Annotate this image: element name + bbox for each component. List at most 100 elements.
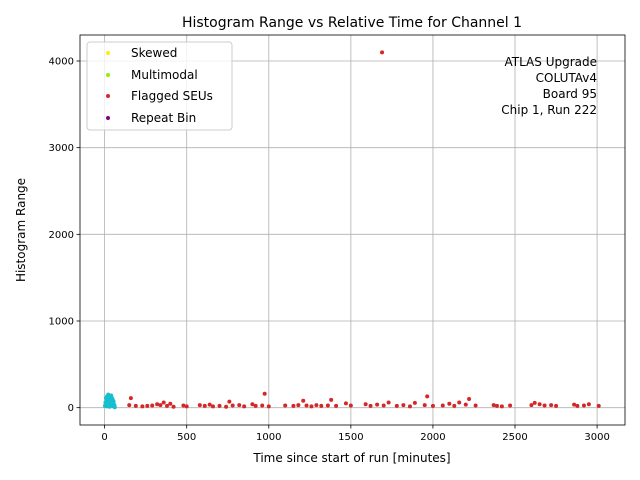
- x-tick-label: 500: [177, 432, 196, 443]
- point-flagged-seus: [150, 403, 155, 408]
- data-points: [102, 50, 601, 410]
- point-flagged-seus: [165, 403, 170, 408]
- point-flagged-seus: [309, 404, 314, 409]
- point-flagged-seus: [368, 403, 373, 408]
- point-flagged-seus: [319, 403, 324, 408]
- legend-marker-multimodal: [106, 73, 110, 77]
- point-flagged-seus: [314, 403, 319, 408]
- legend-box: [86, 41, 233, 131]
- point-flagged-seus: [537, 402, 542, 407]
- point-flagged-seus: [283, 403, 288, 408]
- y-tick-label: 3000: [49, 143, 74, 154]
- point-flagged-seus: [430, 403, 435, 408]
- point-flagged-seus: [329, 397, 334, 402]
- point-flagged-seus: [452, 403, 457, 408]
- point-flagged-seus: [412, 400, 417, 405]
- point-flagged-seus: [237, 403, 242, 408]
- point-flagged-seus: [572, 402, 577, 407]
- point-flagged-seus: [217, 403, 222, 408]
- point-flagged-seus: [348, 403, 353, 408]
- y-axis-label: Histogram Range: [14, 178, 28, 282]
- point-flagged-seus: [422, 403, 427, 408]
- point-flagged-seus: [202, 403, 207, 408]
- point-flagged-seus: [250, 402, 255, 407]
- point-flagged-seus: [253, 403, 258, 408]
- point-flagged-seus: [291, 403, 296, 408]
- point-flagged-seus: [171, 404, 176, 409]
- point-flagged-seus: [447, 401, 452, 406]
- plot-frame: [79, 34, 626, 426]
- point-flagged-seus: [401, 403, 406, 408]
- point-flagged-seus: [499, 404, 504, 409]
- annotation-line-1: ATLAS Upgrade: [504, 55, 597, 69]
- point-flagged-seus: [140, 404, 145, 409]
- x-tick-label: 3000: [584, 432, 609, 443]
- point-flagged-seus: [262, 391, 267, 396]
- point-flagged-seus: [386, 400, 391, 405]
- point-flagged-seus: [407, 404, 412, 409]
- point-unlabeled: [111, 404, 116, 409]
- point-flagged-seus: [363, 402, 368, 407]
- point-unlabeled: [111, 399, 116, 404]
- point-flagged-seus: [596, 403, 601, 408]
- y-tick-label: 0: [68, 403, 74, 414]
- point-flagged-seus: [457, 400, 462, 405]
- point-flagged-seus: [168, 401, 173, 406]
- point-flagged-seus: [184, 404, 189, 409]
- point-flagged-seus: [145, 403, 150, 408]
- legend-marker-skewed: [106, 51, 110, 55]
- legend-label-skewed: Skewed: [131, 46, 177, 60]
- y-tick-label: 1000: [49, 317, 74, 328]
- x-tick-label: 1500: [338, 432, 363, 443]
- point-flagged-seus: [425, 394, 430, 399]
- point-flagged-seus: [128, 396, 133, 401]
- legend-label-repeat-bin: Repeat Bin: [131, 111, 196, 125]
- x-tick-label: 2500: [502, 432, 527, 443]
- point-flagged-seus: [491, 403, 496, 408]
- point-flagged-seus: [325, 403, 330, 408]
- point-flagged-seus: [304, 403, 309, 408]
- point-flagged-seus: [296, 403, 301, 408]
- point-flagged-seus: [394, 403, 399, 408]
- x-tick-label: 0: [101, 432, 107, 443]
- point-flagged-seus: [586, 402, 591, 407]
- point-flagged-seus: [343, 401, 348, 406]
- point-flagged-seus: [260, 403, 265, 408]
- point-flagged-seus: [334, 403, 339, 408]
- x-tick-label: 1000: [256, 432, 281, 443]
- annotation-line-3: Board 95: [543, 87, 597, 101]
- point-flagged-seus: [542, 403, 547, 408]
- x-tick-label: 2000: [420, 432, 445, 443]
- chart-title: Histogram Range vs Relative Time for Cha…: [182, 15, 522, 31]
- point-flagged-seus: [581, 403, 586, 408]
- point-flagged-seus: [575, 403, 580, 408]
- annotation-line-2: COLUTAv4: [536, 71, 597, 85]
- point-flagged-seus: [529, 403, 534, 408]
- point-flagged-seus: [181, 403, 186, 408]
- x-axis-ticks: 0 500 1000 1500 2000 2500 3000: [101, 425, 610, 443]
- point-flagged-seus: [380, 50, 385, 55]
- y-axis-ticks: 0 1000 2000 3000 4000: [49, 57, 80, 414]
- run-annotation: ATLAS Upgrade COLUTAv4 Board 95 Chip 1, …: [501, 55, 597, 117]
- point-flagged-seus: [508, 403, 513, 408]
- annotation-line-4: Chip 1, Run 222: [501, 103, 597, 117]
- legend-label-flagged-seus: Flagged SEUs: [131, 89, 213, 103]
- point-flagged-seus: [242, 404, 247, 409]
- point-flagged-seus: [266, 404, 271, 409]
- point-flagged-seus: [440, 403, 445, 408]
- point-flagged-seus: [133, 403, 138, 408]
- y-tick-label: 4000: [49, 57, 74, 68]
- point-flagged-seus: [161, 400, 166, 405]
- point-flagged-seus: [155, 402, 160, 407]
- point-flagged-seus: [375, 402, 380, 407]
- y-tick-label: 2000: [49, 230, 74, 241]
- point-flagged-seus: [158, 403, 163, 408]
- point-flagged-seus: [473, 403, 478, 408]
- point-flagged-seus: [210, 404, 215, 409]
- x-axis-label: Time since start of run [minutes]: [252, 451, 450, 465]
- point-flagged-seus: [207, 402, 212, 407]
- point-flagged-seus: [463, 402, 468, 407]
- point-flagged-seus: [467, 397, 472, 401]
- point-flagged-seus: [127, 403, 132, 408]
